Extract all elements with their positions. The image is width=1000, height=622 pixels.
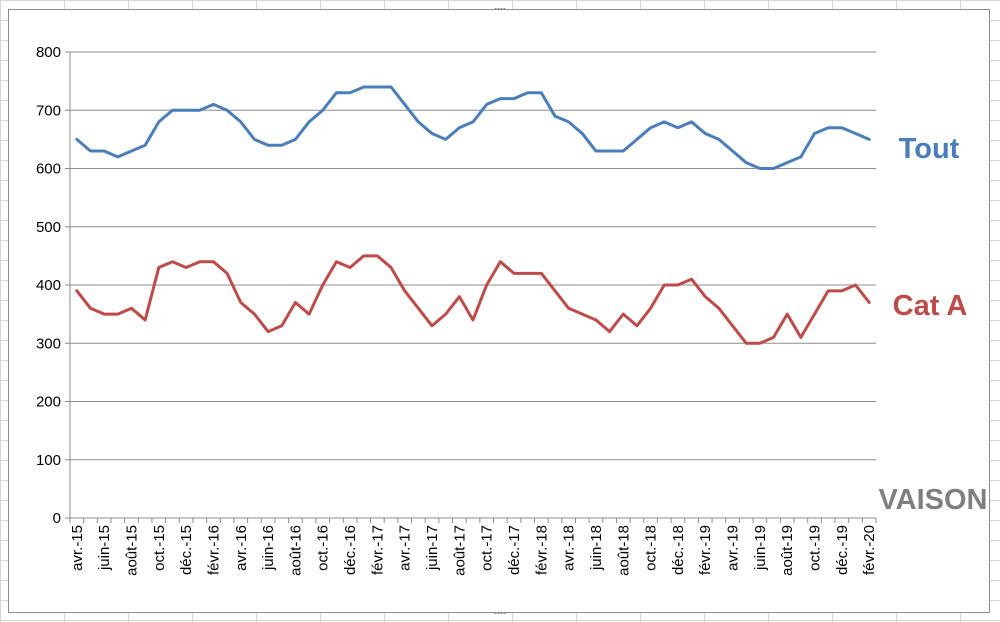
x-tick-label: juin-18 [588, 525, 605, 571]
x-tick-label: août-16 [287, 525, 304, 576]
series-line-cat-a [75, 254, 871, 345]
x-tick-label: avr.-15 [69, 525, 86, 571]
x-tick-label: déc.-15 [178, 525, 195, 575]
x-tick-label: févr.-20 [861, 525, 878, 575]
x-tick-label: juin-17 [424, 525, 441, 571]
y-tick-label: 500 [36, 219, 61, 236]
resize-handle-top[interactable] [494, 7, 506, 11]
y-tick-label: 200 [36, 394, 61, 411]
x-tick-label: avr.-19 [725, 525, 742, 571]
y-tick-label: 100 [36, 452, 61, 469]
y-tick-label: 300 [36, 335, 61, 352]
y-tick-label: 600 [36, 161, 61, 178]
x-tick-label: août-15 [123, 525, 140, 576]
x-tick-label: avr.-16 [233, 525, 250, 571]
resize-handle-bottom[interactable] [494, 611, 506, 615]
x-tick-label: juin-19 [752, 525, 769, 571]
x-tick-label: févr.-19 [697, 525, 714, 575]
gridlines [70, 51, 876, 461]
y-tick-label: 700 [36, 102, 61, 119]
y-tick-label: 0 [53, 510, 61, 527]
x-tick-label: août-17 [451, 525, 468, 576]
x-tick-label: oct.-16 [315, 525, 332, 571]
x-tick-label: juin-15 [96, 525, 113, 571]
x-tick-label: oct.-15 [151, 525, 168, 571]
x-tick-label: déc.-16 [342, 525, 359, 575]
x-tick-label: déc.-18 [670, 525, 687, 575]
x-axis-tick-labels: avr.-15 juin-15 août-15 oct.-15 déc.-15 févr.… [69, 525, 878, 576]
series-lines [75, 85, 871, 345]
x-tick-label: févr.-16 [205, 525, 222, 575]
y-tick-label: 800 [36, 44, 61, 61]
x-tick-label: août-19 [779, 525, 796, 576]
label-vaison: VAISON [878, 484, 987, 516]
axes [65, 51, 877, 523]
x-tick-label: avr.-18 [561, 525, 578, 571]
x-tick-label: déc.-17 [506, 525, 523, 575]
y-tick-label: 400 [36, 277, 61, 294]
x-tick-label: oct.-19 [807, 525, 824, 571]
series-line-tout [75, 85, 871, 170]
x-tick-label: oct.-18 [643, 525, 660, 571]
y-axis-tick-labels: 0 100 200 300 400 500 600 700 800 [36, 44, 61, 527]
x-tick-label: févr.-18 [533, 525, 550, 575]
x-tick-label: déc.-19 [834, 525, 851, 575]
x-tick-label: avr.-17 [397, 525, 414, 571]
x-tick-label: août-18 [615, 525, 632, 576]
series-label-tout: Tout [899, 133, 960, 165]
x-tick-label: févr.-17 [369, 525, 386, 575]
series-label-cat-a: Cat A [893, 290, 968, 322]
x-tick-label: juin-16 [260, 525, 277, 571]
x-tick-label: oct.-17 [479, 525, 496, 571]
